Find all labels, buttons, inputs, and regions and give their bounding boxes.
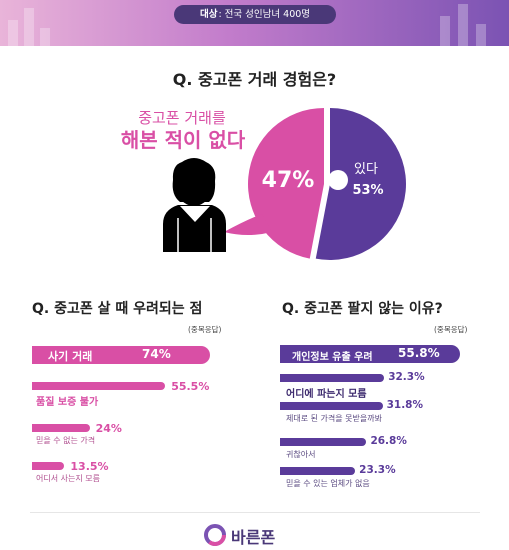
bar-category-label: 어디에 파는지 모름 bbox=[286, 389, 367, 400]
left-chart-title: Q. 중고폰 살 때 우려되는 점 bbox=[32, 301, 203, 317]
bar-mark bbox=[280, 438, 367, 446]
pie-slice-yes bbox=[315, 108, 406, 260]
deco-bar bbox=[8, 20, 18, 46]
bar-value-label: 23.3% bbox=[359, 464, 396, 476]
bar-mark bbox=[280, 467, 356, 475]
person-icon bbox=[163, 158, 226, 252]
slice-value-no: 47% bbox=[262, 168, 315, 193]
bar-mark bbox=[32, 346, 210, 364]
left-chart-note: (중복응답) bbox=[188, 325, 222, 334]
deco-bar bbox=[40, 28, 50, 46]
deco-bar bbox=[458, 4, 468, 46]
bar-value-label: 26.8% bbox=[370, 435, 407, 447]
brand-logo-icon bbox=[204, 524, 226, 546]
bar-mark bbox=[280, 374, 385, 382]
target-label: 대상 bbox=[199, 9, 218, 20]
bar-value-label: 55.5% bbox=[171, 380, 210, 393]
pie-chart: 중고폰 거래를 해본 적이 없다 47% 있다 53% bbox=[121, 108, 406, 260]
bar-value-label: 32.3% bbox=[388, 371, 425, 383]
bar-value-label: 31.8% bbox=[386, 399, 424, 411]
bar-category-label: 품질 보증 불가 bbox=[36, 397, 99, 408]
slice-value-yes: 53% bbox=[352, 183, 383, 198]
bar-value-label: 24% bbox=[95, 422, 122, 435]
target-value: : 전국 성인남녀 400명 bbox=[218, 9, 311, 20]
survey-target-pill: 대상: 전국 성인남녀 400명 bbox=[174, 5, 336, 24]
bar-category-label: 어디서 사는지 모름 bbox=[36, 474, 100, 483]
deco-bar bbox=[24, 8, 34, 46]
deco-bar bbox=[476, 24, 486, 46]
bar-value-label: 55.8% bbox=[398, 346, 440, 360]
bar-category-label: 믿을 수 있는 업체가 없음 bbox=[286, 479, 370, 488]
bar-category-label: 귀찮아서 bbox=[286, 450, 316, 459]
header-banner: 대상: 전국 성인남녀 400명 bbox=[0, 0, 509, 46]
slice-label-yes: 있다 bbox=[354, 162, 378, 177]
footer-divider bbox=[30, 512, 480, 513]
pie-center-hole bbox=[328, 170, 348, 190]
bar-value-label: 13.5% bbox=[70, 460, 109, 473]
bar-mark bbox=[32, 462, 65, 470]
pie-slice-no bbox=[247, 108, 324, 259]
brand-name: 바른폰 bbox=[231, 528, 276, 547]
bar-mark bbox=[32, 424, 90, 432]
deco-bar bbox=[440, 16, 450, 46]
bar-value-label: 74% bbox=[142, 347, 171, 361]
bar-category-label: 믿을 수 없는 가격 bbox=[36, 436, 96, 445]
bar-mark bbox=[280, 345, 460, 363]
footer-logo: 바른폰 bbox=[203, 523, 313, 547]
bar-mark bbox=[280, 402, 383, 410]
bar-category-label: 개인정보 유출 우려 bbox=[292, 352, 373, 363]
bar-category-label: 사기 거래 bbox=[48, 350, 93, 363]
bar-category-label: 제대로 된 가격을 못받을까봐 bbox=[286, 414, 382, 423]
speech-bubble-tail bbox=[224, 214, 272, 235]
slice-label-no-line2: 해본 적이 없다 bbox=[121, 128, 246, 152]
pie-chart-title: Q. 중고폰 거래 경험은? bbox=[172, 70, 337, 89]
slice-label-no-line1: 중고폰 거래를 bbox=[138, 109, 226, 127]
right-chart-title: Q. 중고폰 팔지 않는 이유? bbox=[282, 301, 443, 317]
right-chart-note: (중복응답) bbox=[434, 325, 468, 334]
bar-mark bbox=[32, 382, 166, 390]
